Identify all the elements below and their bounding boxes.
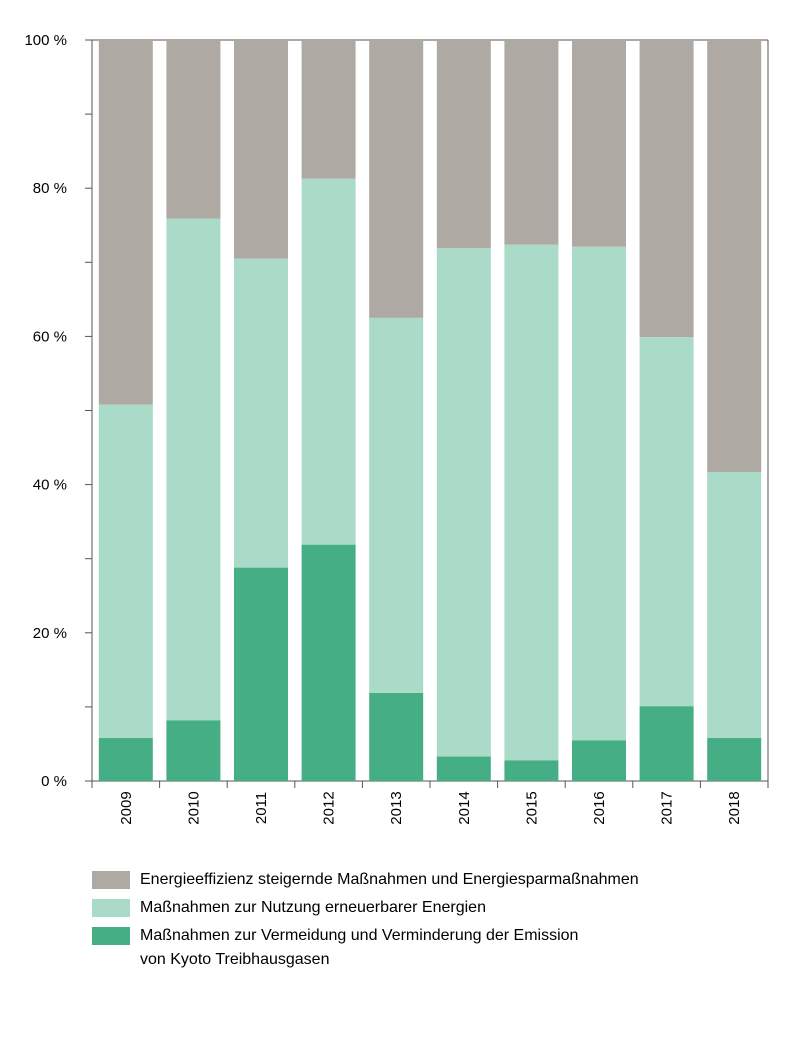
bar-segment-2010-s0: [166, 720, 221, 781]
x-tick-label-2015: 2015: [523, 791, 540, 824]
bar-segment-2012-s0: [301, 544, 356, 781]
legend-item-efficiency: Energieeffizienz steigernde Maßnahmen un…: [92, 866, 639, 894]
bar-segment-2014-s1: [436, 248, 491, 757]
bar-segment-2014-s0: [436, 756, 491, 781]
bar-segment-2010-s2: [166, 40, 221, 219]
bar-segment-2018-s2: [707, 40, 762, 472]
y-tick-label: 40 %: [33, 477, 67, 494]
labels-group: 0 % 20 % 40 % 60 % 80 % 100 % 2009 2010 2011 2012…: [24, 32, 743, 825]
stacked-bar-chart: 0 % 20 % 40 % 60 % 80 % 100 % 2009 2010 2011 2012…: [24, 32, 769, 825]
legend-swatch-renewables: [92, 899, 130, 917]
y-tick-label: 0 %: [41, 773, 67, 790]
bar-segment-2015-s0: [504, 760, 559, 781]
bar-segment-2014-s2: [436, 40, 491, 249]
legend-label-renewables: Maßnahmen zur Nutzung erneuerbarer Energ…: [140, 899, 486, 916]
legend-item-renewables: Maßnahmen zur Nutzung erneuerbarer Energ…: [92, 894, 639, 922]
legend: Energieeffizienz steigernde Maßnahmen un…: [92, 866, 639, 974]
legend-swatch-efficiency: [92, 871, 130, 889]
legend-label-emissions: Maßnahmen zur Vermeidung und Verminderun…: [140, 927, 579, 944]
bar-segment-2016-s1: [572, 246, 626, 741]
bar-segment-2013-s1: [369, 317, 424, 693]
bar-segment-2013-s0: [369, 692, 424, 781]
bar-segment-2012-s2: [301, 40, 356, 179]
bar-segment-2010-s1: [166, 218, 221, 721]
legend-swatch-emissions: [92, 927, 130, 945]
x-tick-label-2011: 2011: [253, 792, 270, 824]
y-tick-label: 80 %: [33, 180, 67, 197]
x-tick-label-2010: 2010: [185, 791, 202, 824]
bar-segment-2016-s0: [572, 740, 626, 781]
bar-segment-2017-s1: [639, 337, 694, 707]
x-tick-label-2012: 2012: [321, 791, 338, 824]
bar-segment-2011-s2: [234, 40, 288, 259]
bar-segment-2017-s2: [639, 40, 694, 338]
y-tick-label: 100 %: [24, 32, 67, 49]
y-tick-label: 60 %: [33, 328, 67, 345]
bar-segment-2009-s1: [98, 404, 153, 739]
bar-segment-2012-s1: [301, 178, 356, 545]
bar-segment-2015-s1: [504, 244, 559, 761]
x-tick-label-2013: 2013: [388, 791, 405, 824]
bars-group: [98, 40, 762, 781]
legend-label-emissions-line2: von Kyoto Treibhausgasen: [140, 951, 330, 968]
x-tick-label-2018: 2018: [726, 791, 743, 824]
y-tick-label: 20 %: [33, 625, 67, 642]
x-tick-label-2014: 2014: [456, 791, 473, 824]
bar-segment-2013-s2: [369, 40, 424, 318]
bar-segment-2016-s2: [572, 40, 626, 247]
legend-label-efficiency: Energieeffizienz steigernde Maßnahmen un…: [140, 871, 639, 888]
bar-segment-2009-s2: [98, 40, 153, 405]
bar-segment-2009-s0: [98, 738, 153, 781]
bar-segment-2015-s2: [504, 40, 559, 245]
bar-segment-2017-s0: [639, 706, 694, 781]
bar-segment-2018-s1: [707, 472, 762, 739]
x-tick-label-2016: 2016: [591, 791, 608, 824]
x-tick-label-2009: 2009: [118, 791, 135, 824]
bar-segment-2011-s1: [234, 258, 288, 568]
bar-segment-2011-s0: [234, 567, 288, 781]
legend-item-emissions: Maßnahmen zur Vermeidung und Verminderun…: [92, 922, 639, 950]
bar-segment-2018-s0: [707, 738, 762, 781]
x-tick-label-2017: 2017: [659, 791, 676, 824]
